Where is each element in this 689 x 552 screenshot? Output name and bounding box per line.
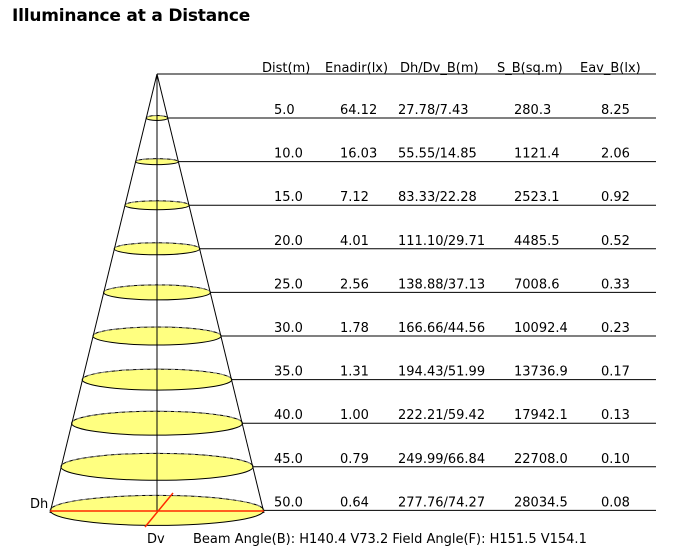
cell-enadir-9: 0.79 — [340, 452, 369, 467]
distance-table: Dist(m) Enadir(lx) Dh/Dv_B(m) S_B(sq.m) Eav_… — [157, 61, 656, 511]
footer: Beam Angle(B): H140.4 V73.2 Field Angle(… — [193, 532, 587, 547]
cone-left-edge — [49, 73, 158, 514]
cell-dist-10: 50.0 — [274, 495, 303, 510]
cell-dist-5: 25.0 — [274, 277, 303, 292]
cell-enadir-5: 2.56 — [340, 277, 369, 292]
beam-ellipse-dash-3 — [124, 200, 190, 206]
cell-enadir-6: 1.78 — [340, 321, 369, 336]
cell-dhdv-8: 222.21/59.42 — [398, 408, 485, 423]
cell-enadir-2: 16.03 — [340, 147, 377, 162]
cell-sb-6: 10092.4 — [514, 321, 568, 336]
cell-dist-1: 5.0 — [274, 103, 295, 118]
cell-dist-2: 10.0 — [274, 147, 303, 162]
cell-eav-6: 0.23 — [601, 321, 630, 336]
cell-dhdv-2: 55.55/14.85 — [398, 147, 477, 162]
cell-eav-5: 0.33 — [601, 277, 630, 292]
cell-eav-1: 8.25 — [601, 103, 630, 118]
cell-dhdv-1: 27.78/7.43 — [398, 103, 469, 118]
cell-sb-1: 280.3 — [514, 103, 551, 118]
beam-ellipse-dash-1 — [145, 115, 169, 119]
cone-right-edge — [156, 73, 265, 514]
cell-sb-2: 1121.4 — [514, 147, 560, 162]
cell-sb-4: 4485.5 — [514, 234, 560, 249]
cell-dhdv-9: 249.99/66.84 — [398, 452, 485, 467]
column-header-5: Eav_B(lx) — [580, 61, 641, 76]
cell-dhdv-4: 111.10/29.71 — [398, 234, 485, 249]
cell-sb-8: 17942.1 — [514, 408, 568, 423]
cell-enadir-10: 0.64 — [340, 495, 369, 510]
beam-ellipse-dash-7 — [81, 368, 233, 380]
dh-label: Dh — [30, 497, 48, 512]
dv-label: Dv — [147, 532, 165, 547]
cell-eav-3: 0.92 — [601, 190, 630, 205]
column-header-2: Enadir(lx) — [325, 61, 388, 76]
dv-marker-line — [144, 492, 174, 528]
cell-eav-9: 0.10 — [601, 452, 630, 467]
cell-enadir-8: 1.00 — [340, 408, 369, 423]
beam-cone: Dh Dv — [30, 73, 265, 547]
cell-sb-5: 7008.6 — [514, 277, 560, 292]
column-header-1: Dist(m) — [262, 61, 310, 76]
cell-dist-8: 40.0 — [274, 408, 303, 423]
cell-enadir-1: 64.12 — [340, 103, 377, 118]
beam-field-angle-text: Beam Angle(B): H140.4 V73.2 Field Angle(… — [193, 532, 587, 547]
cell-dist-9: 45.0 — [274, 452, 303, 467]
cell-sb-3: 2523.1 — [514, 190, 560, 205]
page-title: Illuminance at a Distance — [12, 6, 251, 26]
cell-dhdv-6: 166.66/44.56 — [398, 321, 485, 336]
column-header-4: S_B(sq.m) — [497, 61, 563, 76]
cell-enadir-7: 1.31 — [340, 365, 369, 380]
column-header-3: Dh/Dv_B(m) — [400, 61, 479, 76]
cell-sb-9: 22708.0 — [514, 452, 568, 467]
cell-eav-2: 2.06 — [601, 147, 630, 162]
cell-enadir-3: 7.12 — [340, 190, 369, 205]
cell-dhdv-10: 277.76/74.27 — [398, 495, 485, 510]
cell-dist-3: 15.0 — [274, 190, 303, 205]
cell-sb-7: 13736.9 — [514, 365, 568, 380]
cell-dhdv-7: 194.43/51.99 — [398, 365, 485, 380]
cell-sb-10: 28034.5 — [514, 495, 568, 510]
cell-eav-8: 0.13 — [601, 408, 630, 423]
cell-dist-6: 30.0 — [274, 321, 303, 336]
cell-eav-7: 0.17 — [601, 365, 630, 380]
cell-dhdv-5: 138.88/37.13 — [398, 277, 485, 292]
cell-enadir-4: 4.01 — [340, 234, 369, 249]
beam-ellipse-dash-10 — [49, 495, 265, 511]
cell-dist-7: 35.0 — [274, 365, 303, 380]
cell-eav-4: 0.52 — [601, 234, 630, 249]
cell-dhdv-3: 83.33/22.28 — [398, 190, 477, 205]
cell-dist-4: 20.0 — [274, 234, 303, 249]
cell-eav-10: 0.08 — [601, 495, 630, 510]
